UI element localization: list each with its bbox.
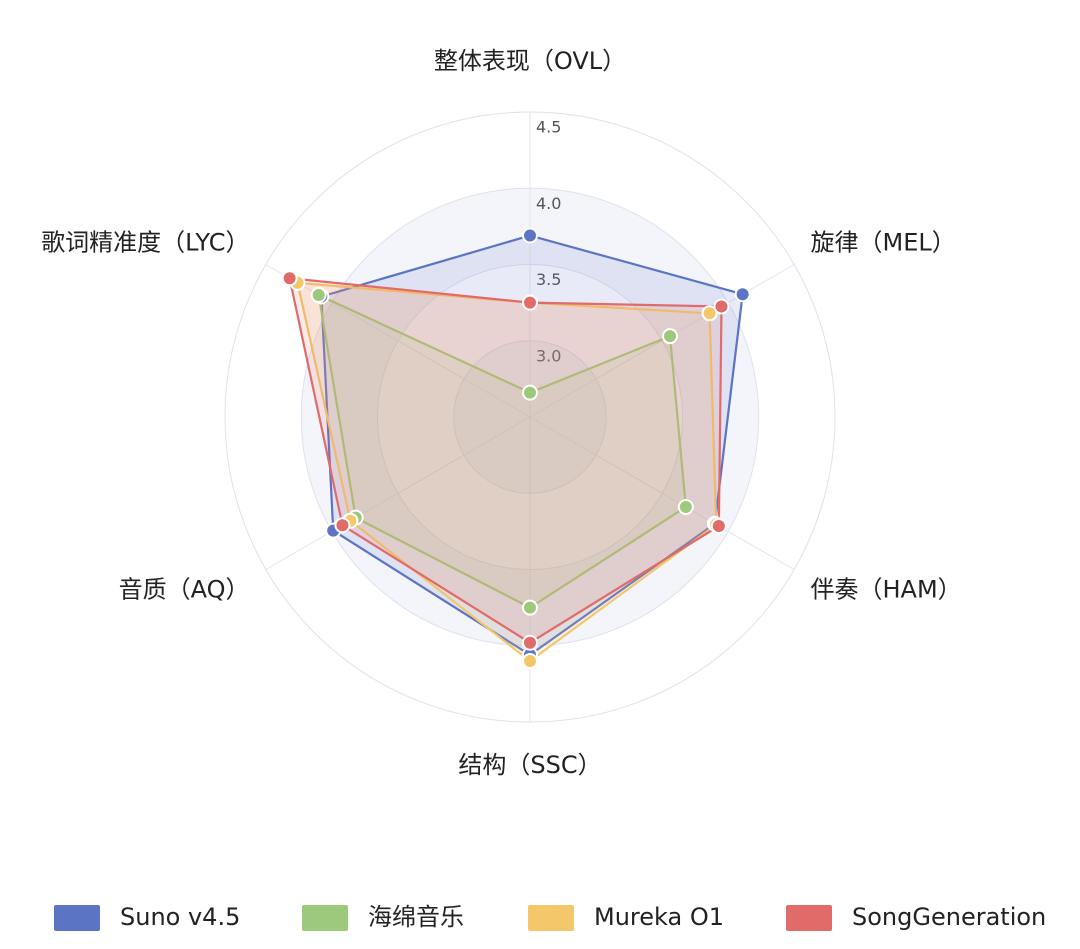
- legend-label: SongGeneration: [852, 903, 1046, 931]
- data-point: [310, 287, 327, 303]
- data-point: [713, 298, 730, 315]
- axis-label: 整体表现（OVL）: [434, 47, 626, 75]
- tick-label: 4.5: [536, 118, 561, 137]
- legend-swatch: [54, 905, 100, 931]
- data-point: [522, 634, 538, 651]
- spoke: [265, 416, 531, 570]
- legend-label: Suno v4.5: [120, 903, 240, 931]
- axis-label: 伴奏（HAM）: [811, 576, 962, 604]
- data-point: [677, 498, 694, 515]
- data-point: [522, 599, 538, 616]
- data-point: [522, 227, 538, 244]
- data-point: [522, 384, 538, 401]
- legend-swatch: [302, 905, 348, 931]
- data-point: [281, 270, 298, 287]
- data-point: [734, 286, 751, 303]
- legend-swatch: [786, 905, 832, 931]
- legend-label: 海绵音乐: [368, 903, 464, 931]
- tick-label: 3.5: [536, 270, 561, 289]
- data-point: [661, 328, 678, 345]
- spoke: [265, 264, 531, 418]
- data-point: [522, 294, 538, 311]
- legend-label: Mureka O1: [594, 903, 724, 931]
- axis-label: 旋律（MEL）: [811, 229, 956, 257]
- data-point: [710, 518, 727, 535]
- data-point: [701, 305, 718, 322]
- tick-label: 4.0: [536, 194, 561, 213]
- tick-label: 3.0: [536, 346, 561, 365]
- data-point: [522, 653, 538, 669]
- legend-swatch: [528, 905, 574, 931]
- axis-label: 歌词精准度（LYC）: [41, 229, 249, 257]
- data-point: [334, 517, 351, 534]
- spoke: [529, 416, 795, 570]
- axis-label: 结构（SSC）: [458, 751, 601, 779]
- axis-label: 音质（AQ）: [119, 576, 250, 604]
- spoke: [529, 264, 795, 418]
